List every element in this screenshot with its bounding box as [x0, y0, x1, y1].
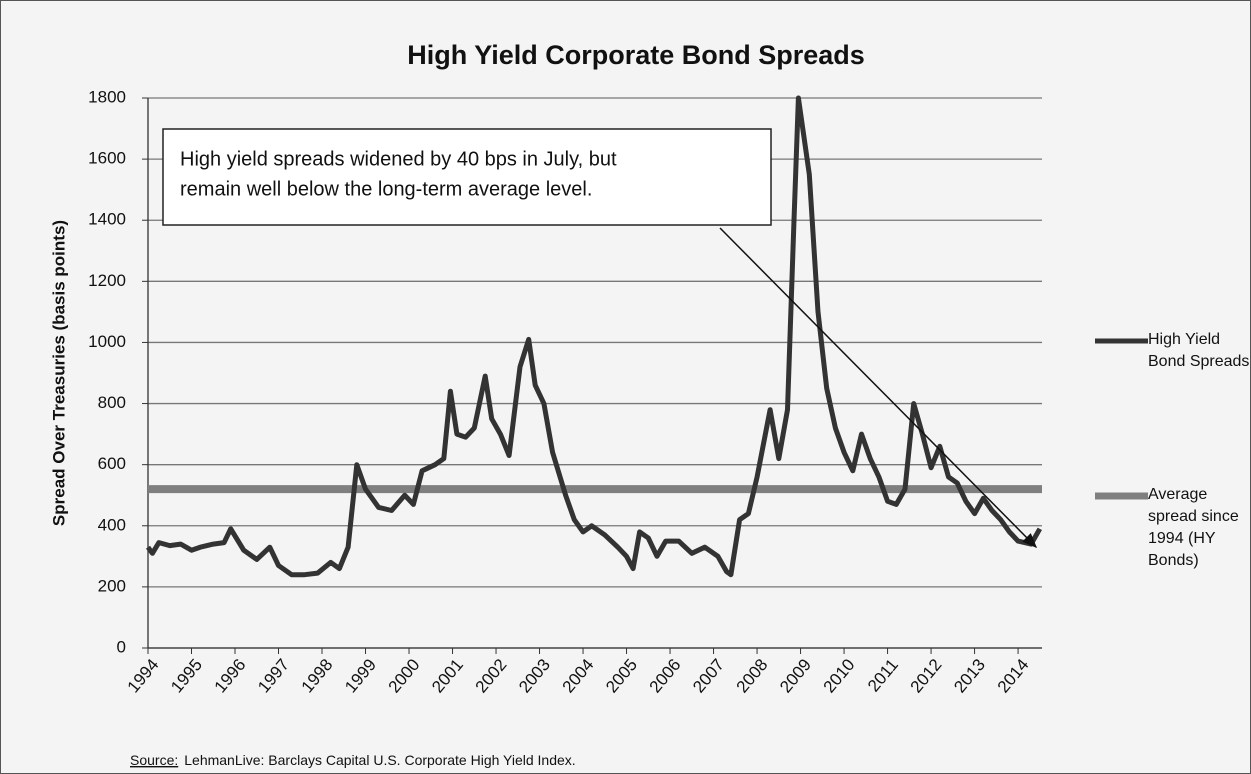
y-tick-label: 800: [98, 393, 126, 412]
y-tick-label: 400: [98, 515, 126, 534]
legend-label: High Yield Bond Spreads: [1148, 331, 1250, 370]
x-tick-label: 2008: [733, 655, 772, 696]
y-tick-label: 200: [98, 576, 126, 595]
x-tick-label: 2010: [820, 655, 859, 696]
x-tick-label: 2011: [864, 655, 902, 695]
x-tick-label: 2007: [689, 655, 728, 696]
x-tick-label: 2002: [472, 655, 511, 696]
y-tick-label: 1800: [88, 87, 126, 106]
x-tick-label: 1994: [124, 655, 163, 696]
legend-label: Average spread since 1994 (HY Bonds): [1148, 486, 1239, 569]
x-tick-label: 2009: [776, 655, 815, 696]
annotation-text: remain well below the long-term average …: [180, 178, 592, 200]
x-tick-label: 1999: [341, 655, 380, 696]
y-tick-label: 600: [98, 454, 126, 473]
source-text: LehmanLive: Barclays Capital U.S. Corpor…: [184, 752, 575, 768]
x-tick-label: 2000: [385, 655, 424, 696]
x-tick-label: 2004: [559, 655, 598, 696]
source: Source: LehmanLive: Barclays Capital U.S.…: [130, 752, 576, 768]
x-tick-label: 2005: [602, 655, 641, 696]
y-tick-label: 1200: [88, 271, 126, 290]
y-tick-label: 0: [117, 637, 126, 656]
y-axis-label: Spread Over Treasuries (basis points): [49, 220, 68, 526]
x-tick-label: 1997: [254, 655, 293, 696]
chart-title: High Yield Corporate Bond Spreads: [407, 40, 865, 70]
series-line: [145, 95, 1042, 578]
x-tick-label: 1996: [211, 655, 250, 696]
y-tick-label: 1000: [88, 332, 126, 351]
x-tick-label: 2012: [907, 655, 946, 696]
x-tick-label: 2006: [646, 655, 685, 696]
x-tick-label: 2014: [994, 655, 1033, 696]
y-tick-label: 1400: [88, 210, 126, 229]
annotation-arrow: [719, 227, 1038, 549]
x-tick-label: 2001: [428, 655, 467, 696]
x-tick-label: 1998: [298, 655, 337, 696]
source-label: Source:: [130, 752, 178, 768]
annotation-box: [162, 128, 772, 226]
y-tick-label: 1600: [88, 149, 126, 168]
x-tick-label: 1995: [167, 655, 206, 696]
x-tick-label: 2003: [515, 655, 554, 696]
x-tick-label: 2013: [950, 655, 989, 696]
annotation-text: High yield spreads widened by 40 bps in …: [180, 148, 617, 170]
